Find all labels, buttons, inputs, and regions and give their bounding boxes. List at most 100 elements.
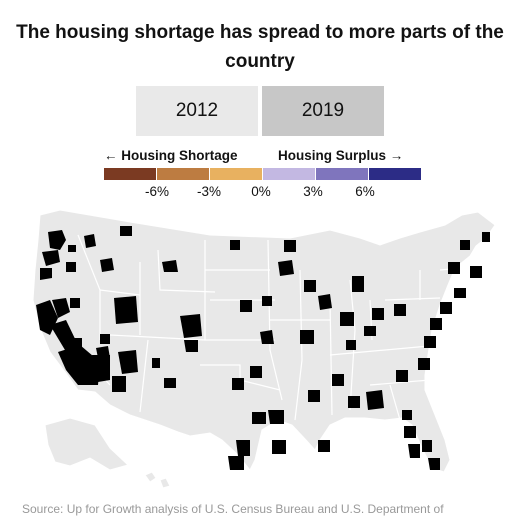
metro-pittsburgh	[394, 304, 406, 316]
metro-bend	[66, 262, 76, 272]
metro-central-valley	[50, 320, 78, 355]
metro-seattle	[48, 230, 66, 250]
metro-detroit	[352, 276, 364, 292]
metro-cheyenne	[162, 260, 178, 272]
legend-shortage-label: ← Housing Shortage	[104, 148, 238, 163]
state-border-line	[349, 279, 356, 411]
metro-chicago	[318, 294, 332, 310]
legend-tick-minus6: -6%	[144, 184, 170, 199]
metro-des-moines	[262, 296, 272, 306]
metro-areas	[36, 226, 490, 470]
legend-tick-6: 6%	[355, 184, 375, 199]
metro-denver	[180, 314, 202, 338]
metro-philadelphia	[440, 302, 452, 314]
alaska	[44, 417, 129, 471]
year-button-2019[interactable]: 2019	[262, 86, 384, 136]
metro-austin	[236, 440, 250, 456]
metro-louisville	[346, 340, 356, 350]
source-note: Source: Up for Growth analysis of U.S. C…	[22, 502, 444, 516]
metro-san-antonio	[228, 456, 244, 470]
metro-new-orleans	[318, 440, 330, 452]
metro-richmond	[424, 336, 436, 348]
legend-swatch-5	[316, 168, 368, 180]
metro-madison	[304, 280, 316, 292]
metro-nashville	[332, 374, 344, 386]
metro-los-angeles	[58, 345, 100, 385]
metro-santa-fe	[164, 378, 176, 388]
metro-missoula	[120, 226, 132, 236]
metro-new-york	[454, 288, 466, 298]
metro-tampa	[408, 444, 420, 458]
metro-indianapolis	[340, 312, 354, 326]
legend-swatch-2	[157, 168, 209, 180]
metro-dallas	[268, 410, 284, 424]
state-border-line	[99, 289, 141, 296]
state-border-line	[200, 364, 281, 391]
metro-miami	[428, 458, 440, 470]
legend-swatch-6	[369, 168, 421, 180]
metro-jacksonville	[404, 426, 416, 438]
metro-portland	[42, 250, 60, 266]
legend-headings: ← Housing Shortage Housing Surplus →	[0, 148, 520, 166]
legend-surplus-label: Housing Surplus →	[278, 148, 404, 163]
state-border-line	[267, 239, 283, 401]
legend-tick-zero: 0%	[251, 184, 271, 199]
metro-albany	[448, 262, 460, 274]
metro-boston	[470, 266, 482, 278]
metro-albuquerque	[152, 358, 160, 368]
metro-maine	[482, 232, 490, 242]
metro-reno	[70, 298, 80, 308]
metro-raleigh	[418, 358, 430, 370]
metro-spokane	[84, 234, 96, 248]
legend-tick-minus3: -3%	[196, 184, 222, 199]
state-border-line	[329, 344, 441, 356]
metro-charlotte	[396, 370, 408, 382]
metro-inland-empire	[92, 355, 110, 382]
metro-washington	[430, 318, 442, 330]
metro-salt-lake-city	[114, 296, 138, 324]
legend-tick-3: 3%	[303, 184, 323, 199]
page-title: The housing shortage has spread to more …	[16, 22, 504, 72]
hawaii	[144, 471, 171, 489]
metro-orlando	[422, 440, 432, 452]
metro-vermont	[460, 240, 470, 250]
metro-memphis	[308, 390, 320, 402]
metro-tucson	[112, 376, 126, 392]
metro-columbus	[372, 308, 384, 320]
metro-tulsa	[250, 366, 262, 378]
legend-swatch-1	[104, 168, 156, 180]
state-border-line	[139, 339, 149, 413]
metro-colorado-springs	[184, 340, 198, 352]
metro-fargo	[230, 240, 240, 250]
metro-cincinnati	[364, 326, 376, 336]
metro-minneapolis	[278, 260, 294, 276]
state-border-line	[384, 297, 441, 301]
metro-kansas-city	[260, 330, 274, 344]
year-toggle: 2012 2019	[136, 86, 384, 136]
metro-st-louis	[300, 330, 314, 344]
metro-duluth	[284, 240, 296, 252]
us-map	[32, 209, 496, 489]
state-border-line	[294, 269, 303, 421]
legend-color-bar	[104, 168, 422, 180]
year-button-2012[interactable]: 2012	[136, 86, 258, 136]
state-border-line	[329, 299, 333, 416]
legend-swatch-3	[210, 168, 262, 180]
metro-birmingham	[348, 396, 360, 408]
metro-houston	[272, 440, 286, 454]
state-border-line	[389, 384, 401, 421]
metro-atlanta	[366, 390, 384, 410]
metro-fort-worth	[252, 412, 266, 424]
state-border-line	[157, 249, 216, 293]
metro-bakersfield	[70, 338, 82, 348]
legend-ticks: -6% -3% 0% 3% 6%	[0, 184, 520, 202]
metro-savannah	[402, 410, 412, 420]
metro-yakima	[68, 245, 76, 252]
state-border-line	[369, 379, 431, 386]
state-border-line	[109, 334, 206, 341]
metro-oklahoma-city	[232, 378, 244, 390]
metro-phoenix	[118, 350, 138, 374]
metro-sacramento	[52, 298, 70, 318]
legend-swatch-4	[263, 168, 315, 180]
metro-boise	[100, 258, 114, 272]
